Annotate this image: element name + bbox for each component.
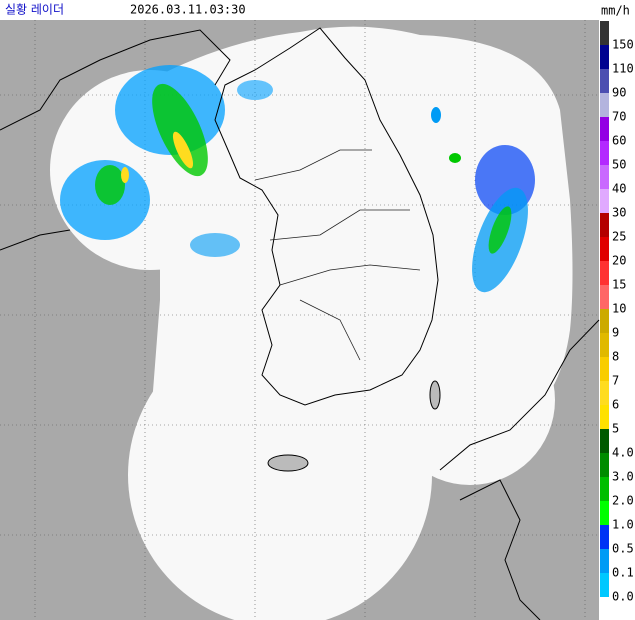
- legend-swatch: [600, 525, 609, 549]
- legend-swatch: [600, 165, 609, 189]
- legend-swatch: [600, 93, 609, 117]
- legend-swatch: [600, 213, 609, 237]
- legend-swatch: [600, 405, 609, 429]
- legend-swatch: [600, 45, 609, 69]
- legend-swatch: [600, 117, 609, 141]
- legend: 150 110 90 70 60 50 40 30 25 20 15 10 9 8 7 6 5 4.0 3.0 2.0…: [600, 21, 634, 604]
- legend-label: 9: [612, 326, 619, 340]
- legend-swatch: [600, 141, 609, 165]
- precipitation: [60, 65, 535, 293]
- legend-label: 150: [612, 38, 634, 52]
- legend-label: 40: [612, 182, 626, 196]
- legend-label: 15: [612, 278, 626, 292]
- legend-label: 4.0: [612, 446, 634, 460]
- legend-label: 0.5: [612, 542, 634, 556]
- legend-label: 60: [612, 134, 626, 148]
- legend-label: 20: [612, 254, 626, 268]
- legend-label: 0.0: [612, 590, 634, 604]
- legend-swatch: [600, 477, 609, 501]
- legend-swatch: [600, 261, 609, 285]
- title: 실황 레이더: [5, 3, 64, 17]
- legend-swatch: [600, 237, 609, 261]
- timestamp: 2026.03.11.03:30: [130, 3, 246, 17]
- legend-swatch: [600, 453, 609, 477]
- legend-label: 8: [612, 350, 619, 364]
- legend-swatch: [600, 549, 609, 573]
- legend-swatch: [600, 189, 609, 213]
- legend-swatch: [600, 573, 609, 597]
- legend-swatch: [600, 69, 609, 93]
- legend-label: 90: [612, 86, 626, 100]
- legend-swatch: [600, 21, 609, 45]
- legend-swatch: [600, 285, 609, 309]
- unit: mm/h: [601, 4, 630, 18]
- legend-swatch: [600, 429, 609, 453]
- legend-label: 6: [612, 398, 619, 412]
- legend-label: 110: [612, 62, 634, 76]
- legend-label: 70: [612, 110, 626, 124]
- legend-label: 1.0: [612, 518, 634, 532]
- legend-swatch: [600, 309, 609, 333]
- legend-label: 50: [612, 158, 626, 172]
- legend-label: 30: [612, 206, 626, 220]
- legend-label: 10: [612, 302, 626, 316]
- map: [0, 20, 600, 620]
- legend-label: 2.0: [612, 494, 634, 508]
- legend-label: 3.0: [612, 470, 634, 484]
- legend-label: 0.1: [612, 566, 634, 580]
- legend-label: 7: [612, 374, 619, 388]
- legend-swatch: [600, 333, 609, 357]
- legend-swatch: [600, 357, 609, 381]
- legend-swatch: [600, 381, 609, 405]
- legend-label: 5: [612, 422, 619, 436]
- legend-label: 25: [612, 230, 626, 244]
- legend-swatch: [600, 501, 609, 525]
